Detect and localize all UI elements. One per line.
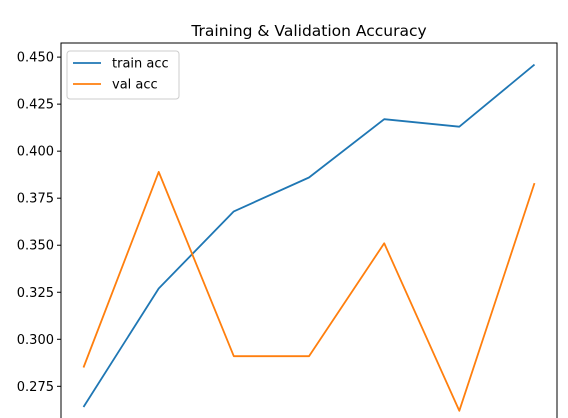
legend: train acc val acc [66, 50, 180, 100]
chart-title: Training & Validation Accuracy [190, 22, 426, 40]
y-tick-label: 0.400 [17, 145, 54, 160]
y-axis: 0.275 0.300 0.325 0.350 0.375 0.400 0.425 0.450 [17, 51, 61, 395]
y-tick-label: 0.350 [17, 239, 54, 254]
legend-label: val acc [112, 78, 158, 93]
y-tick-label: 0.300 [17, 333, 54, 348]
legend-label: train acc [112, 57, 169, 72]
y-tick-label: 0.425 [17, 98, 54, 113]
y-tick-label: 0.325 [17, 286, 54, 301]
series-line [82, 170, 536, 412]
y-tick-label: 0.375 [17, 192, 54, 207]
series-layer [82, 63, 536, 412]
series-line [82, 63, 536, 408]
y-tick-label: 0.275 [17, 380, 54, 395]
y-tick-label: 0.450 [17, 51, 54, 66]
